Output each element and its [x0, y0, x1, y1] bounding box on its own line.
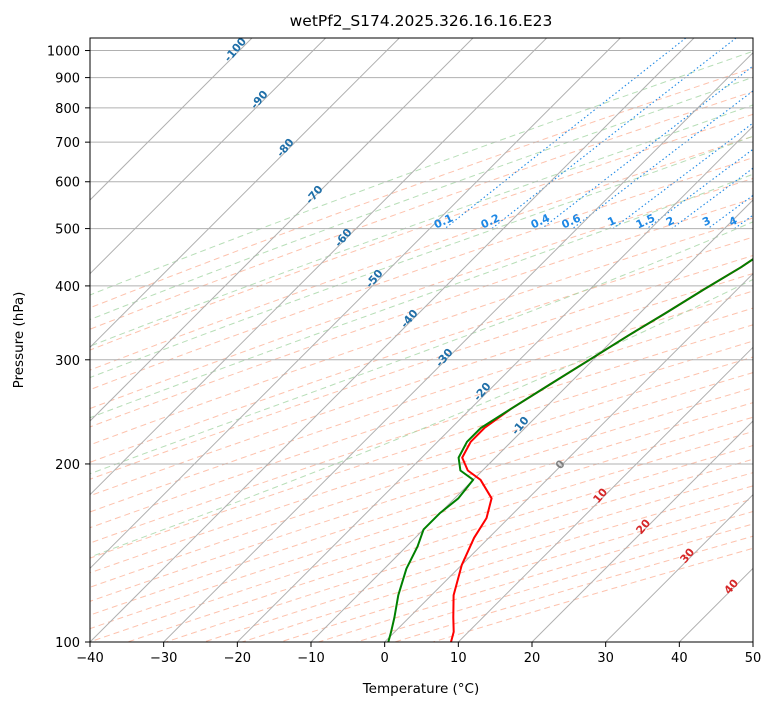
isotherm-gridline — [90, 38, 253, 201]
x-tick-label: 50 — [745, 651, 762, 666]
dry-adiabat — [90, 307, 753, 529]
y-tick-label: 200 — [55, 458, 80, 473]
dry-adiabat — [393, 535, 753, 642]
dry-adiabat — [90, 90, 753, 330]
dry-adiabat — [90, 387, 753, 602]
moist-adiabat-label: -60 — [332, 226, 355, 250]
dewpoint-line — [387, 257, 753, 642]
mixing-ratio-label: 4 — [727, 214, 740, 229]
x-tick-label: −20 — [224, 651, 251, 666]
isotherm-gridline — [162, 51, 753, 642]
isotherm-gridline — [752, 641, 753, 642]
dry-adiabat — [90, 113, 753, 351]
isotherm-gridline — [604, 493, 753, 642]
dry-adiabat — [90, 416, 753, 630]
mixing-ratio-label: 6 — [766, 214, 775, 229]
dry-adiabat — [90, 135, 753, 371]
y-tick-label: 400 — [55, 280, 80, 295]
y-tick-label: 500 — [55, 223, 80, 238]
moist-adiabat-label: -100 — [221, 35, 249, 65]
mixing-ratio-line — [612, 122, 753, 230]
dry-adiabat — [90, 254, 753, 480]
dry-adiabat — [90, 217, 753, 446]
chart-title: wetPf2_S174.2025.326.16.16.E23 — [290, 12, 553, 31]
y-tick-label: 1000 — [47, 45, 80, 60]
dry-adiabat — [354, 523, 753, 642]
isotherm-gridline — [310, 199, 753, 642]
dry-adiabat — [90, 402, 753, 616]
dry-adiabat — [90, 157, 753, 391]
moist-adiabat-label: -40 — [398, 307, 421, 331]
mixing-ratio-label: 1 — [606, 214, 618, 229]
isotherm-gridline — [90, 38, 474, 422]
y-tick-label: 300 — [55, 354, 80, 369]
isotherm-gridline — [90, 38, 695, 642]
dry-adiabat — [90, 324, 753, 544]
x-tick-label: 40 — [671, 651, 688, 666]
moist-adiabat-label: -70 — [303, 183, 326, 207]
dry-adiabat — [90, 177, 753, 410]
x-tick-label: −10 — [297, 651, 324, 666]
background-lines — [90, 38, 753, 642]
isotherm-gridline — [236, 125, 753, 642]
dry-adiabat — [90, 372, 753, 588]
mixing-ratio-line — [491, 38, 737, 230]
x-tick-label: −40 — [76, 651, 103, 666]
y-axis: 100 200 300 400 500 600 700 800 900 1000 — [47, 45, 90, 651]
wet-bulb-zero-label: 0 — [553, 457, 568, 471]
isotherm-gridline — [90, 38, 548, 496]
moist-adiabat — [90, 76, 753, 321]
plot-frame — [89, 37, 754, 643]
y-axis-label: Pressure (hPa) — [11, 292, 27, 389]
y-tick-label: 600 — [55, 176, 80, 191]
moist-adiabat-label: -30 — [433, 346, 456, 370]
dry-adiabat — [90, 198, 753, 428]
x-tick-label: 30 — [597, 651, 614, 666]
isotherm-gridline — [90, 38, 327, 275]
x-axis: −40 −30 −20 −10 0 10 20 30 40 50 — [76, 642, 761, 666]
moist-adiabat-label: -10 — [509, 414, 532, 438]
dry-adiabat — [90, 272, 753, 497]
moist-adiabat — [90, 173, 753, 419]
moist-adiabat — [90, 50, 753, 296]
dry-adiabat — [278, 498, 753, 642]
x-tick-label: 20 — [524, 651, 541, 666]
dry-adiabat — [90, 236, 753, 463]
x-tick-label: 0 — [381, 651, 389, 666]
line-labels: 0.10.20.40.611.52346810131620253036-100-… — [221, 35, 775, 597]
moist-adiabat-label: -50 — [363, 267, 386, 291]
y-tick-label: 700 — [55, 136, 80, 151]
warm-adiabat-label: 40 — [721, 576, 741, 596]
x-tick-label: −30 — [150, 651, 177, 666]
isotherm-gridline — [90, 38, 622, 570]
y-tick-label: 100 — [55, 636, 80, 651]
moist-adiabat — [90, 278, 753, 558]
moist-adiabat-label: -80 — [274, 136, 297, 160]
dry-adiabat — [431, 547, 753, 642]
mixing-ratio-line — [444, 38, 687, 230]
dry-adiabat — [90, 67, 753, 309]
dry-adiabat — [316, 510, 753, 642]
warm-adiabat-label: 30 — [677, 545, 697, 565]
x-axis-label: Temperature (°C) — [362, 681, 480, 697]
isotherm-gridline — [90, 38, 401, 349]
series-group — [387, 257, 753, 642]
y-tick-label: 800 — [55, 102, 80, 117]
dry-adiabat — [90, 340, 753, 559]
isotherm-gridline — [531, 420, 753, 642]
x-tick-label: 10 — [450, 651, 467, 666]
isotherm-gridline — [457, 346, 753, 642]
y-tick-label: 900 — [55, 72, 80, 87]
isotherm-gridline — [383, 272, 753, 642]
dry-adiabat — [90, 290, 753, 513]
dry-adiabat — [90, 356, 753, 574]
mixing-ratio-line — [541, 65, 753, 230]
